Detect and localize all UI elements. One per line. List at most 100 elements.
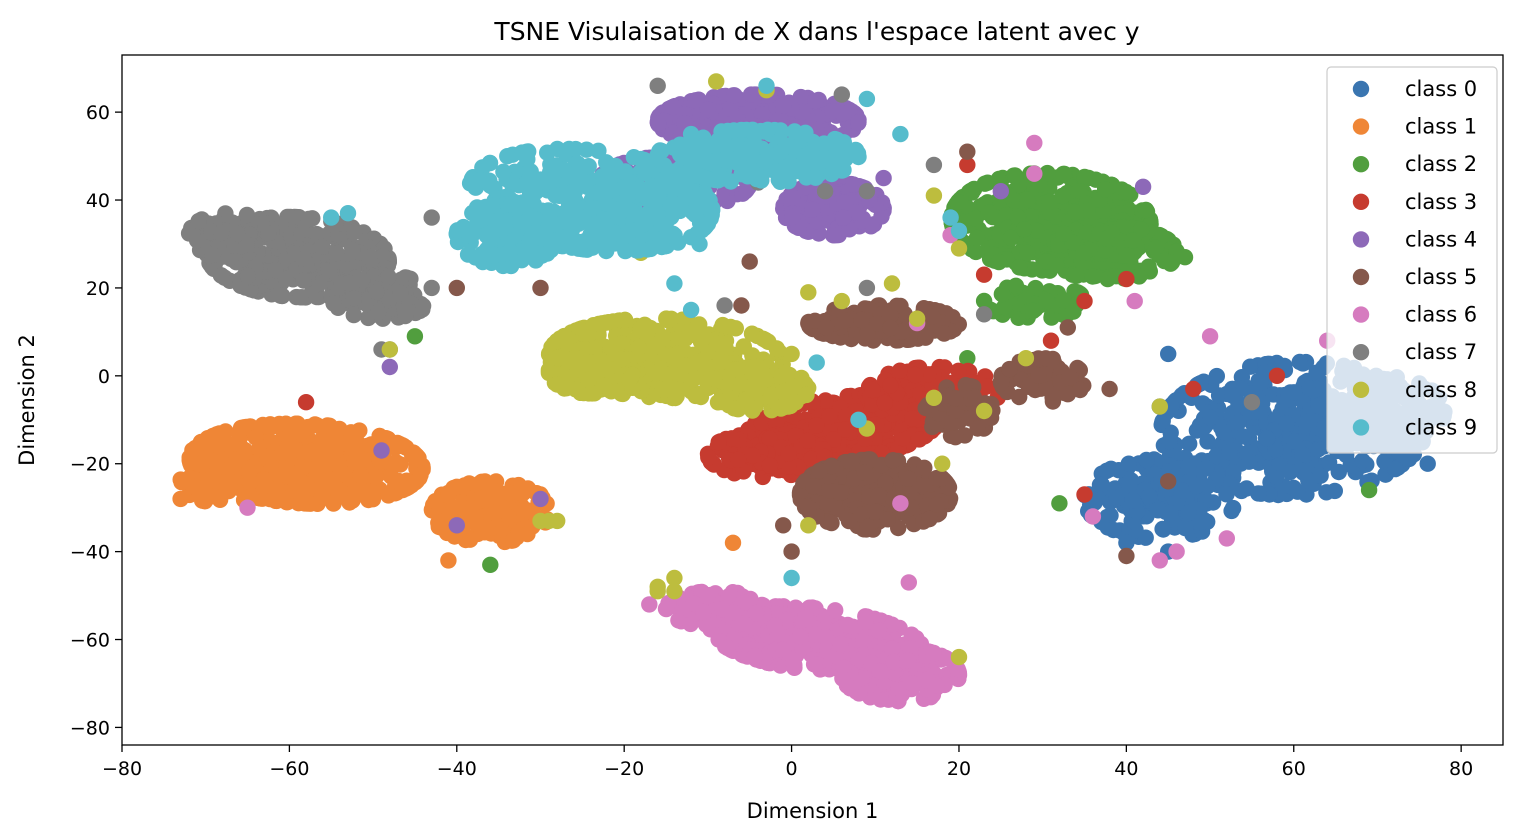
point-class-6 — [1026, 165, 1043, 182]
point-class-1 — [314, 488, 331, 506]
point-class-1 — [222, 459, 239, 476]
point-class-7 — [858, 279, 876, 297]
point-class-0 — [1098, 462, 1115, 479]
point-class-1 — [346, 453, 363, 471]
point-class-1 — [219, 474, 236, 491]
point-class-4 — [835, 209, 852, 226]
point-class-2 — [1027, 222, 1045, 239]
point-class-0 — [1188, 477, 1205, 495]
point-class-6 — [1168, 543, 1185, 560]
point-class-1 — [352, 485, 369, 503]
point-class-7 — [1243, 394, 1261, 411]
point-class-1 — [254, 416, 272, 434]
point-class-0 — [1259, 430, 1276, 447]
point-class-3 — [1076, 486, 1093, 503]
point-class-2 — [1038, 292, 1056, 310]
point-class-6 — [892, 495, 909, 512]
point-class-6 — [857, 613, 874, 631]
point-class-0 — [1154, 520, 1171, 538]
point-class-1 — [408, 447, 425, 465]
point-class-3 — [911, 431, 928, 448]
point-class-3 — [761, 430, 778, 447]
point-class-4 — [726, 87, 743, 104]
point-class-4 — [850, 114, 867, 131]
point-class-2 — [1176, 249, 1194, 266]
point-class-1 — [287, 441, 304, 458]
point-class-7 — [423, 209, 440, 226]
point-class-2 — [1051, 495, 1068, 512]
point-class-7 — [204, 246, 221, 264]
point-class-5 — [1030, 367, 1047, 384]
point-class-4 — [742, 86, 760, 103]
point-class-2 — [1041, 193, 1058, 211]
point-class-3 — [729, 451, 747, 468]
point-class-7 — [295, 272, 312, 289]
point-class-2 — [1068, 267, 1085, 284]
chart-title: TSNE Visulaisation de X dans l'espace la… — [493, 17, 1139, 46]
point-class-7 — [344, 241, 361, 259]
point-class-6 — [900, 574, 917, 591]
point-class-5 — [1160, 473, 1177, 490]
point-class-5 — [921, 510, 938, 528]
point-class-2 — [979, 174, 996, 191]
point-class-5 — [1059, 319, 1077, 336]
point-class-1 — [329, 481, 346, 498]
point-class-3 — [920, 366, 937, 383]
point-class-6 — [725, 604, 742, 621]
point-class-1 — [440, 552, 457, 569]
point-class-2 — [967, 210, 984, 227]
point-class-2 — [1015, 221, 1033, 238]
point-class-2 — [996, 298, 1013, 316]
point-class-0 — [1120, 455, 1138, 472]
point-class-7 — [277, 270, 295, 288]
point-class-2 — [1117, 183, 1135, 201]
point-class-2 — [1011, 259, 1028, 276]
point-class-5 — [800, 499, 817, 516]
point-class-2 — [980, 204, 998, 221]
point-class-3 — [891, 362, 909, 379]
point-class-3 — [761, 457, 779, 474]
point-class-1 — [298, 476, 315, 494]
point-class-7 — [414, 297, 432, 315]
point-class-2 — [1084, 268, 1101, 285]
point-class-5 — [1037, 350, 1055, 367]
point-class-1 — [326, 436, 344, 453]
point-class-5 — [884, 452, 902, 469]
point-class-4 — [804, 201, 821, 218]
point-class-2 — [949, 193, 967, 211]
point-class-2 — [1137, 201, 1155, 219]
point-class-3 — [959, 156, 976, 174]
point-class-1 — [204, 427, 222, 445]
point-class-7 — [212, 224, 230, 242]
point-class-6 — [834, 670, 851, 687]
point-class-7 — [238, 206, 256, 224]
point-class-7 — [213, 267, 230, 284]
point-class-5 — [811, 462, 828, 479]
point-class-4 — [824, 102, 841, 120]
point-class-1 — [367, 468, 384, 486]
point-class-3 — [780, 445, 797, 462]
point-class-3 — [978, 378, 995, 395]
point-class-1 — [235, 419, 252, 436]
point-class-1 — [321, 417, 338, 434]
point-class-2 — [1018, 191, 1036, 208]
point-class-0 — [1326, 482, 1344, 500]
point-class-1 — [255, 478, 272, 495]
point-class-0 — [1294, 446, 1311, 463]
point-class-4 — [836, 194, 853, 211]
point-class-7 — [340, 274, 358, 292]
point-class-0 — [1285, 384, 1303, 401]
point-class-7 — [345, 306, 362, 324]
point-class-3 — [803, 450, 820, 467]
point-class-7 — [346, 223, 364, 240]
point-class-3 — [950, 362, 967, 379]
point-class-7 — [975, 306, 993, 323]
point-class-5 — [805, 478, 822, 495]
point-class-1 — [172, 471, 189, 488]
point-class-5 — [935, 325, 953, 342]
point-class-7 — [833, 86, 850, 103]
point-class-2 — [1097, 242, 1114, 259]
point-class-2 — [990, 253, 1008, 271]
point-class-5 — [821, 482, 838, 499]
